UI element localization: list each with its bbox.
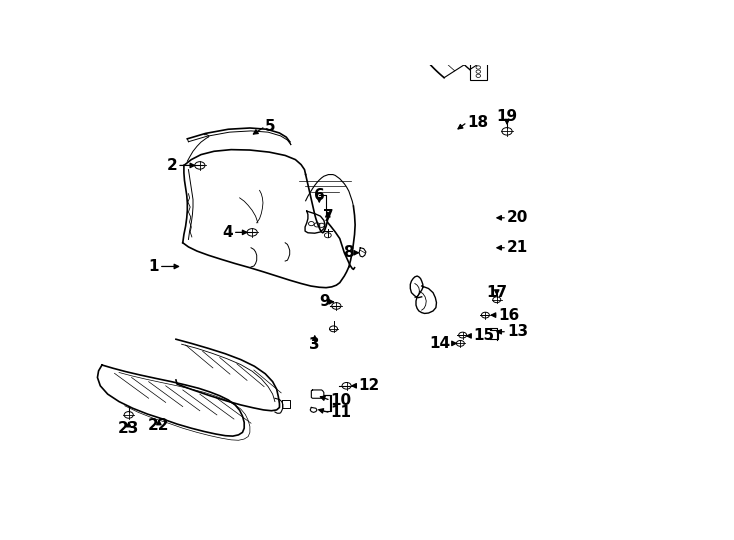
Text: 6: 6	[314, 188, 324, 203]
Text: 15: 15	[473, 328, 494, 343]
Text: 13: 13	[507, 324, 528, 339]
Text: 10: 10	[330, 393, 352, 408]
Text: 17: 17	[486, 285, 507, 300]
Text: 23: 23	[118, 421, 139, 436]
Text: 9: 9	[319, 294, 330, 309]
Text: 21: 21	[507, 240, 528, 255]
Text: 12: 12	[358, 379, 379, 393]
Text: 14: 14	[429, 336, 450, 351]
Text: 7: 7	[322, 208, 333, 224]
Bar	[470, 59, 487, 80]
Text: 1: 1	[148, 259, 159, 274]
Text: 5: 5	[265, 119, 276, 134]
Text: 22: 22	[148, 418, 170, 433]
Text: 20: 20	[507, 210, 528, 225]
Text: 19: 19	[496, 109, 517, 124]
Text: 2: 2	[167, 158, 177, 173]
Text: 4: 4	[222, 225, 233, 240]
Text: 16: 16	[498, 308, 520, 322]
Text: 3: 3	[310, 337, 320, 352]
Text: 18: 18	[468, 114, 488, 130]
Text: 11: 11	[330, 406, 352, 420]
Text: 8: 8	[343, 245, 354, 260]
